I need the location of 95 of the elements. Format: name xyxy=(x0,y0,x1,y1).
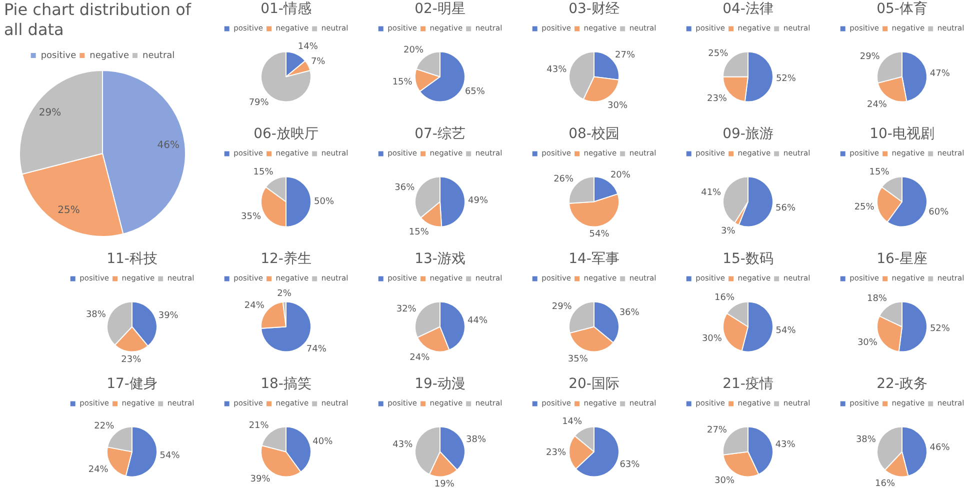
data-label: 23% xyxy=(546,448,566,458)
data-label: 74% xyxy=(306,344,327,355)
data-label: 15% xyxy=(392,77,413,88)
data-label: 15% xyxy=(869,168,890,178)
data-label: 38% xyxy=(86,310,106,320)
data-label: 29% xyxy=(552,302,572,312)
chart-title: 13-游戏 xyxy=(414,250,466,269)
data-label: 39% xyxy=(158,310,179,321)
data-label: 40% xyxy=(312,436,334,447)
data-label: 24% xyxy=(410,352,430,363)
chart-title: 08-校园 xyxy=(568,125,620,144)
chart-title: 18-搞笑 xyxy=(260,375,312,394)
data-label: 79% xyxy=(248,98,270,108)
data-label: 35% xyxy=(568,354,588,364)
data-label: 16% xyxy=(875,479,896,490)
data-label: 25% xyxy=(708,48,729,59)
chart-title: 15-数码 xyxy=(722,250,774,269)
data-label: 27% xyxy=(615,50,636,60)
data-label: 54% xyxy=(160,451,180,462)
data-label: 39% xyxy=(250,474,271,484)
data-label: 63% xyxy=(620,460,640,470)
data-label: 38% xyxy=(856,434,876,445)
data-label: 22% xyxy=(94,422,115,432)
data-label: 15% xyxy=(408,227,430,238)
legend-label: neutral xyxy=(142,50,175,61)
data-label: 24% xyxy=(866,100,888,110)
data-label: 24% xyxy=(88,464,109,475)
data-label: 54% xyxy=(776,326,796,336)
data-label: 50% xyxy=(314,197,334,208)
data-label: 15% xyxy=(253,168,274,178)
data-label: 47% xyxy=(930,68,950,79)
data-label: 46% xyxy=(930,442,950,453)
data-label: 41% xyxy=(701,188,722,198)
chart-title: 11-科技 xyxy=(106,250,158,269)
chart-title: Pie chart distribution of all data xyxy=(3,0,192,41)
data-label: 44% xyxy=(468,316,488,326)
data-label: 21% xyxy=(248,421,270,432)
data-label: 56% xyxy=(776,203,796,214)
data-label: 18% xyxy=(866,294,888,304)
data-label: 25% xyxy=(58,205,80,216)
chart-title: 02-明星 xyxy=(414,0,466,19)
chart-title: 17-健身 xyxy=(106,375,158,394)
data-label: 23% xyxy=(121,355,142,366)
data-label: 20% xyxy=(610,170,631,180)
data-label: 23% xyxy=(706,94,728,104)
data-label: 19% xyxy=(434,480,455,490)
data-label: 30% xyxy=(714,476,735,486)
chart-title: 04-法律 xyxy=(722,0,774,19)
legend-label: positive xyxy=(40,50,77,61)
chart-title: 09-旅游 xyxy=(722,125,774,144)
chart-title: 19-动漫 xyxy=(414,375,466,394)
data-label: 30% xyxy=(857,338,878,348)
data-label: 52% xyxy=(776,74,796,84)
data-label: 36% xyxy=(619,308,640,318)
chart-title: 06-放映厅 xyxy=(252,125,320,144)
chart-title: 01-情感 xyxy=(260,0,312,19)
chart-title: 07-综艺 xyxy=(414,125,466,144)
chart-title: 10-电视剧 xyxy=(868,125,936,144)
data-label: 60% xyxy=(928,207,950,218)
chart-title: 16-星座 xyxy=(876,250,928,269)
data-label: 30% xyxy=(702,334,722,344)
data-label: 29% xyxy=(38,107,62,118)
data-label: 52% xyxy=(930,324,950,334)
data-label: 38% xyxy=(466,434,486,445)
chart-title: 14-军事 xyxy=(568,250,620,269)
data-label: 65% xyxy=(464,87,486,98)
chart-title: 12-养生 xyxy=(260,250,312,269)
data-label: 43% xyxy=(546,64,568,75)
data-label: 7% xyxy=(310,57,326,68)
data-label: 24% xyxy=(244,301,265,312)
legend-label: negative xyxy=(90,50,130,61)
chart-title: 03-财经 xyxy=(568,0,620,19)
data-label: 32% xyxy=(396,304,417,314)
data-label: 43% xyxy=(392,440,414,450)
data-label: 20% xyxy=(404,45,424,56)
data-label: 26% xyxy=(554,174,574,185)
data-label: 14% xyxy=(298,42,318,52)
data-label: 3% xyxy=(721,226,736,236)
chart-title: 21-疫情 xyxy=(722,375,774,394)
data-label: 14% xyxy=(562,417,583,428)
data-label: 2% xyxy=(277,289,292,300)
data-label: 54% xyxy=(589,230,610,240)
data-label: 16% xyxy=(714,293,735,304)
data-label: 29% xyxy=(860,52,880,62)
data-label: 30% xyxy=(607,101,628,112)
data-label: 35% xyxy=(241,212,262,222)
data-label: 46% xyxy=(157,140,180,151)
data-label: 49% xyxy=(468,196,488,206)
chart-title: 05-体育 xyxy=(876,0,928,19)
chart-title: 22-政务 xyxy=(876,375,928,394)
data-label: 43% xyxy=(775,440,796,450)
data-label: 25% xyxy=(854,202,875,212)
data-label: 36% xyxy=(394,183,416,194)
chart-title: 20-国际 xyxy=(568,375,620,394)
data-label: 27% xyxy=(706,425,728,436)
